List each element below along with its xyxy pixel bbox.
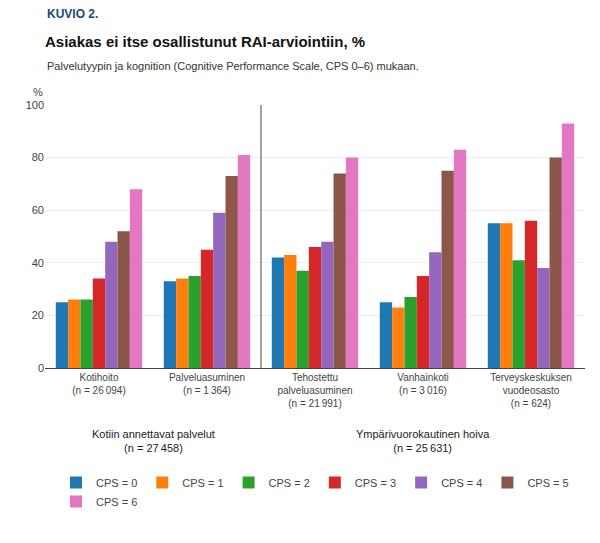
svg-text:Ympärivuorokautinen hoiva(n =: Ympärivuorokautinen hoiva(n = 25 631) xyxy=(356,428,490,454)
svg-text:CPS = 4: CPS = 4 xyxy=(441,477,482,489)
svg-text:40: 40 xyxy=(32,257,44,269)
svg-text:100: 100 xyxy=(26,99,44,111)
svg-text:20: 20 xyxy=(32,309,44,321)
svg-text:%: % xyxy=(33,86,43,98)
svg-text:Palvelutyypin ja kognition (Co: Palvelutyypin ja kognition (Cognitive Pe… xyxy=(47,60,419,72)
svg-text:KUVIO 2.: KUVIO 2. xyxy=(47,7,98,21)
svg-text:CPS = 2: CPS = 2 xyxy=(269,477,310,489)
svg-text:Tehostettupalveluasuminen(n =: Tehostettupalveluasuminen(n = 21 991) xyxy=(277,372,352,409)
svg-text:Asiakas ei itse osallistunut R: Asiakas ei itse osallistunut RAI-arvioin… xyxy=(45,33,365,50)
svg-text:Terveyskeskuksenvuodeosasto(n: Terveyskeskuksenvuodeosasto(n = 624) xyxy=(490,372,572,409)
svg-text:Kotiin annettavat palvelut(n =: Kotiin annettavat palvelut(n = 27 458) xyxy=(92,428,215,454)
svg-text:Vanhainkoti(n = 3 016): Vanhainkoti(n = 3 016) xyxy=(397,372,449,396)
svg-text:CPS = 1: CPS = 1 xyxy=(182,477,223,489)
svg-text:CPS = 6: CPS = 6 xyxy=(96,496,137,508)
svg-text:0: 0 xyxy=(38,362,44,374)
svg-text:CPS = 5: CPS = 5 xyxy=(527,477,568,489)
svg-text:Palveluasuminen(n = 1 364): Palveluasuminen(n = 1 364) xyxy=(169,372,245,396)
svg-text:CPS = 0: CPS = 0 xyxy=(96,477,137,489)
svg-text:80: 80 xyxy=(32,151,44,163)
svg-text:60: 60 xyxy=(32,204,44,216)
svg-text:Kotihoito(n = 26 094): Kotihoito(n = 26 094) xyxy=(72,372,125,396)
svg-text:CPS = 3: CPS = 3 xyxy=(355,477,396,489)
